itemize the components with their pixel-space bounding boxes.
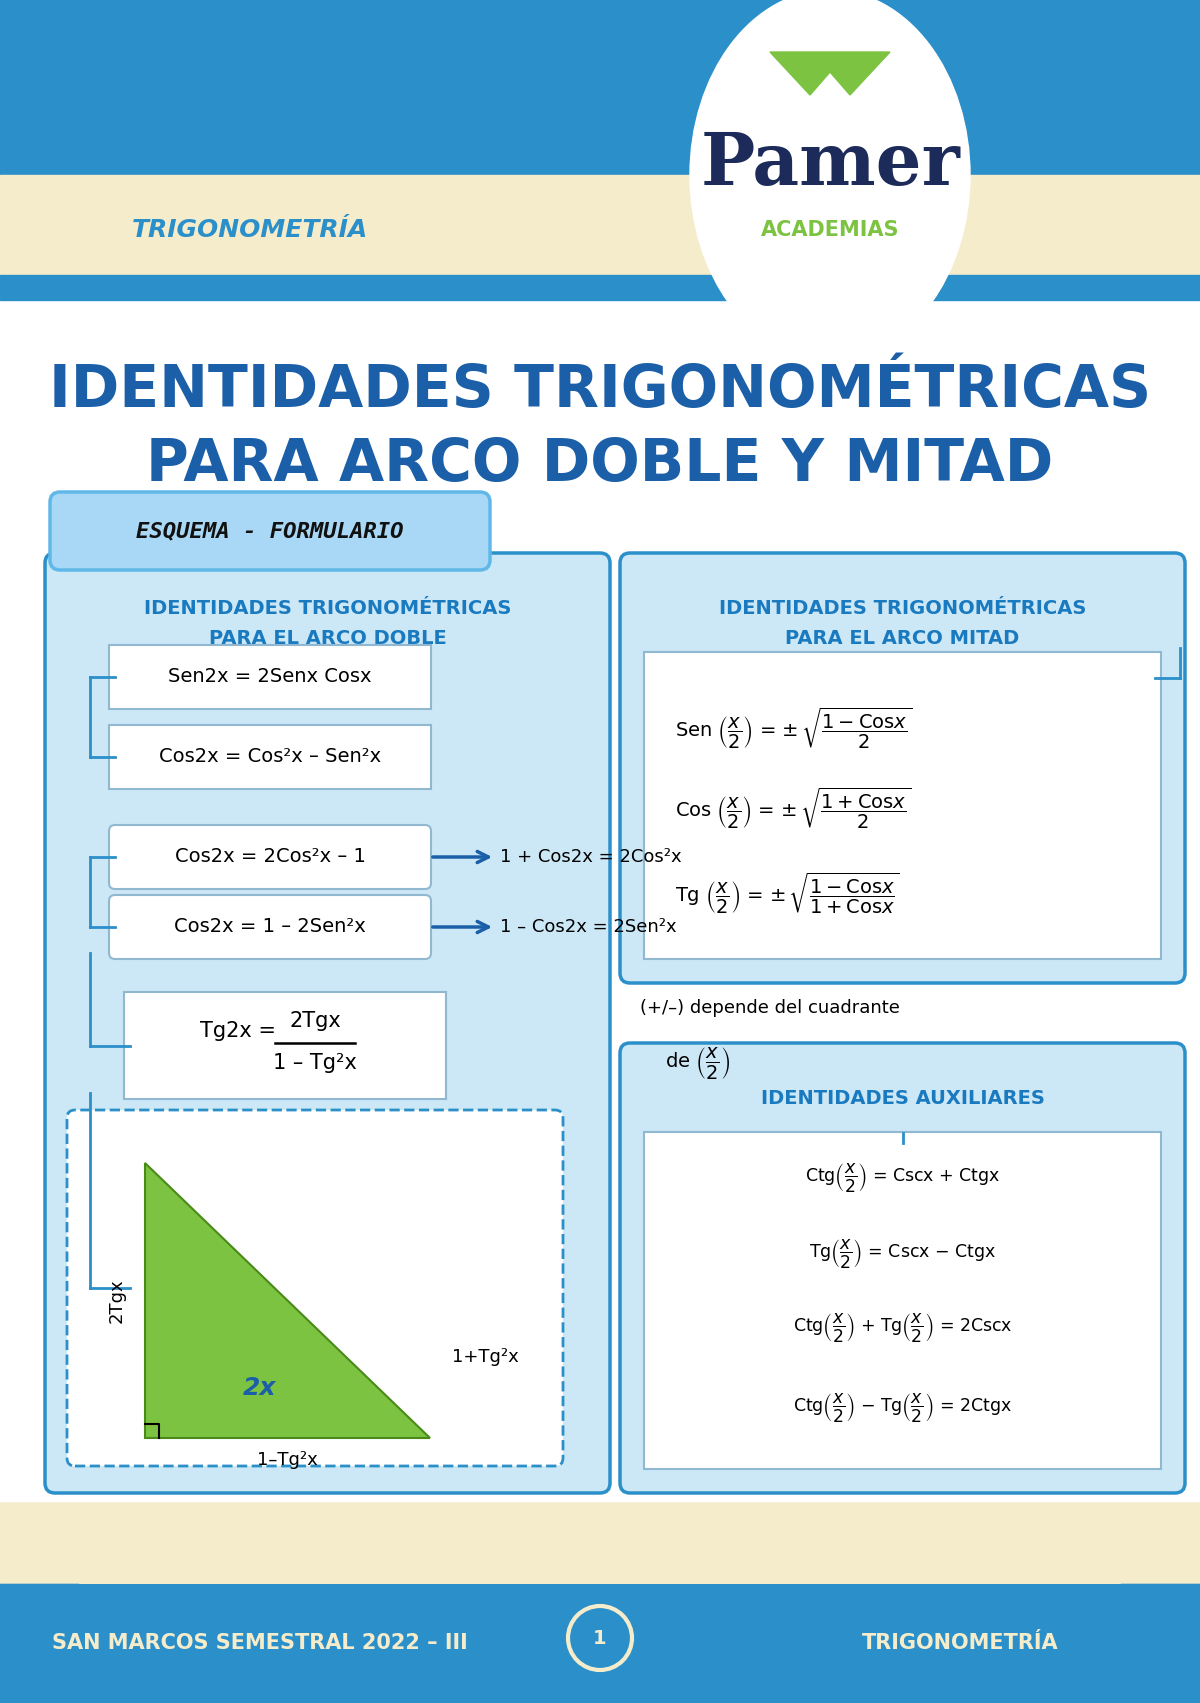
Text: Tg2x =: Tg2x = xyxy=(200,1022,276,1041)
FancyBboxPatch shape xyxy=(644,1132,1162,1470)
FancyBboxPatch shape xyxy=(109,896,431,959)
Text: PARA EL ARCO MITAD: PARA EL ARCO MITAD xyxy=(785,628,1020,647)
Polygon shape xyxy=(770,53,890,95)
Text: IDENTIDADES TRIGONOMÉTRICAS: IDENTIDADES TRIGONOMÉTRICAS xyxy=(144,598,511,618)
Text: Ctg$\left(\dfrac{x}{2}\right)$ = Cscx + Ctgx: Ctg$\left(\dfrac{x}{2}\right)$ = Cscx + … xyxy=(805,1161,1001,1194)
FancyBboxPatch shape xyxy=(67,1110,563,1466)
FancyBboxPatch shape xyxy=(620,553,1186,983)
FancyBboxPatch shape xyxy=(46,553,610,1494)
Text: IDENTIDADES AUXILIARES: IDENTIDADES AUXILIARES xyxy=(761,1088,1044,1107)
Text: 2Tgx: 2Tgx xyxy=(289,1012,341,1030)
Text: 1 – Tg²x: 1 – Tg²x xyxy=(274,1052,356,1073)
Text: Cos2x = 1 – 2Sen²x: Cos2x = 1 – 2Sen²x xyxy=(174,918,366,937)
Text: 1 + Cos2x = 2Cos²x: 1 + Cos2x = 2Cos²x xyxy=(500,848,682,867)
Text: (+/–) depende del cuadrante: (+/–) depende del cuadrante xyxy=(640,1000,900,1017)
Text: de $\left(\dfrac{x}{2}\right)$: de $\left(\dfrac{x}{2}\right)$ xyxy=(665,1046,731,1081)
Text: Tg$\left(\dfrac{x}{2}\right)$ = Cscx $-$ Ctgx: Tg$\left(\dfrac{x}{2}\right)$ = Cscx $-$… xyxy=(809,1236,996,1269)
Text: Tg $\left(\dfrac{x}{2}\right)$ = $\pm\,\sqrt{\dfrac{1-\mathrm{Cos}x}{1+\mathrm{C: Tg $\left(\dfrac{x}{2}\right)$ = $\pm\,\… xyxy=(674,870,900,916)
Text: Ctg$\left(\dfrac{x}{2}\right)$ $-$ Tg$\left(\dfrac{x}{2}\right)$ = 2Ctgx: Ctg$\left(\dfrac{x}{2}\right)$ $-$ Tg$\l… xyxy=(793,1391,1012,1424)
FancyBboxPatch shape xyxy=(109,824,431,889)
Text: 1+Tg²x: 1+Tg²x xyxy=(452,1347,518,1366)
Text: Sen $\left(\dfrac{x}{2}\right)$ = $\pm\,\sqrt{\dfrac{1-\mathrm{Cos}x}{2}}$: Sen $\left(\dfrac{x}{2}\right)$ = $\pm\,… xyxy=(674,705,912,751)
FancyBboxPatch shape xyxy=(109,725,431,788)
FancyBboxPatch shape xyxy=(50,492,490,571)
Text: 1–Tg²x: 1–Tg²x xyxy=(257,1451,318,1470)
Text: PARA EL ARCO DOBLE: PARA EL ARCO DOBLE xyxy=(209,628,446,647)
Text: Sen2x = 2Senx Cosx: Sen2x = 2Senx Cosx xyxy=(168,668,372,686)
Bar xyxy=(0,274,1200,300)
Text: Cos2x = 2Cos²x – 1: Cos2x = 2Cos²x – 1 xyxy=(174,848,366,867)
Ellipse shape xyxy=(690,0,970,359)
FancyBboxPatch shape xyxy=(620,1042,1186,1494)
Text: SAN MARCOS SEMESTRAL 2022 – III: SAN MARCOS SEMESTRAL 2022 – III xyxy=(52,1633,468,1654)
Bar xyxy=(0,0,1200,175)
Bar xyxy=(0,175,1200,274)
Text: Cos $\left(\dfrac{x}{2}\right)$ = $\pm\,\sqrt{\dfrac{1+\mathrm{Cos}x}{2}}$: Cos $\left(\dfrac{x}{2}\right)$ = $\pm\,… xyxy=(674,785,911,831)
Text: 1 – Cos2x = 2Sen²x: 1 – Cos2x = 2Sen²x xyxy=(500,918,677,937)
Text: IDENTIDADES TRIGONOMÉTRICAS: IDENTIDADES TRIGONOMÉTRICAS xyxy=(49,361,1151,419)
Text: 1: 1 xyxy=(593,1628,607,1647)
Text: PARA ARCO DOBLE Y MITAD: PARA ARCO DOBLE Y MITAD xyxy=(146,436,1054,494)
Text: 2x: 2x xyxy=(244,1376,277,1400)
Text: 2Tgx: 2Tgx xyxy=(108,1279,126,1323)
Bar xyxy=(0,1584,1200,1703)
Text: ACADEMIAS: ACADEMIAS xyxy=(761,220,899,240)
Polygon shape xyxy=(0,1504,1200,1584)
Text: TRIGONOMETRÍA: TRIGONOMETRÍA xyxy=(132,218,368,242)
FancyBboxPatch shape xyxy=(644,652,1162,959)
Text: Pamer: Pamer xyxy=(700,129,960,201)
FancyBboxPatch shape xyxy=(109,645,431,708)
Text: Cos2x = Cos²x – Sen²x: Cos2x = Cos²x – Sen²x xyxy=(158,748,382,766)
Text: TRIGONOMETRÍA: TRIGONOMETRÍA xyxy=(862,1633,1058,1654)
FancyBboxPatch shape xyxy=(124,993,446,1098)
Text: ESQUEMA - FORMULARIO: ESQUEMA - FORMULARIO xyxy=(137,521,403,542)
Text: IDENTIDADES TRIGONOMÉTRICAS: IDENTIDADES TRIGONOMÉTRICAS xyxy=(719,598,1086,618)
Text: Ctg$\left(\dfrac{x}{2}\right)$ + Tg$\left(\dfrac{x}{2}\right)$ = 2Cscx: Ctg$\left(\dfrac{x}{2}\right)$ + Tg$\lef… xyxy=(793,1311,1013,1344)
Polygon shape xyxy=(145,1163,430,1437)
